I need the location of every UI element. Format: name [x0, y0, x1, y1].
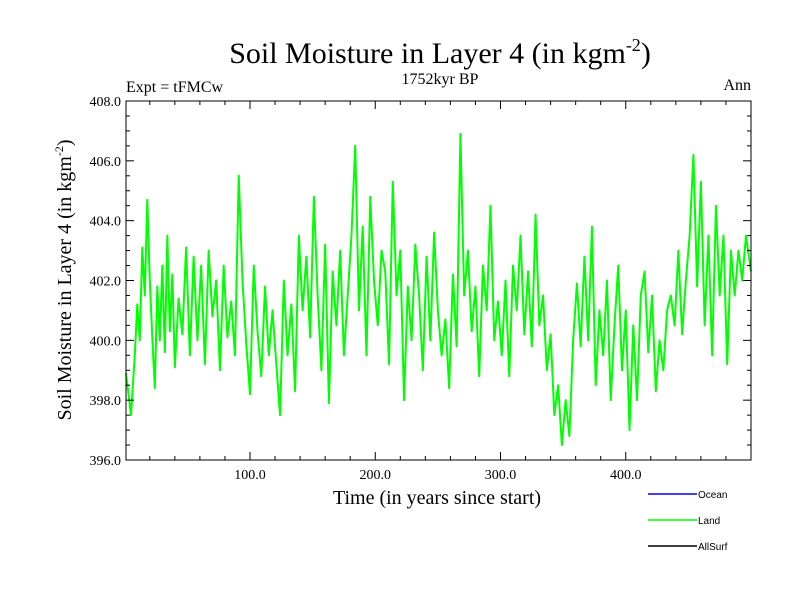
y-tick-label: 402.0 [90, 275, 122, 290]
x-tick-label: 300.0 [485, 468, 517, 483]
legend: Ocean Land AllSurf [648, 490, 728, 553]
plot-area: 100.0 200.0 300.0 400.0 396.0 398.0 400.0 402.0… [90, 95, 752, 483]
x-tick-label: 200.0 [359, 468, 391, 483]
y-tick-label: 406.0 [90, 155, 122, 170]
y-axis-label: Soil Moisture in Layer 4 (in kgm-2) [52, 139, 76, 420]
y-tick-label: 400.0 [90, 334, 122, 349]
legend-label-land: Land [698, 516, 720, 527]
y-tick-label: 396.0 [90, 454, 122, 469]
chart-subtitle: 1752kyr BP [402, 71, 479, 88]
x-tick-label: 400.0 [610, 468, 642, 483]
legend-label-ocean: Ocean [698, 490, 727, 501]
legend-label-allsurf: AllSurf [698, 542, 728, 553]
series-line-land [125, 132, 752, 447]
y-tick-label: 398.0 [90, 394, 122, 409]
chart-title: Soil Moisture in Layer 4 (in kgm-2) [229, 35, 651, 70]
plot-frame [125, 100, 752, 461]
x-axis-label: Time (in years since start) [333, 487, 541, 509]
experiment-label: Expt = tFMCw [126, 79, 223, 96]
x-tick-label: 100.0 [234, 468, 266, 483]
y-tick-label: 404.0 [90, 215, 122, 230]
season-label: Ann [723, 77, 751, 94]
y-tick-label: 408.0 [90, 95, 122, 110]
